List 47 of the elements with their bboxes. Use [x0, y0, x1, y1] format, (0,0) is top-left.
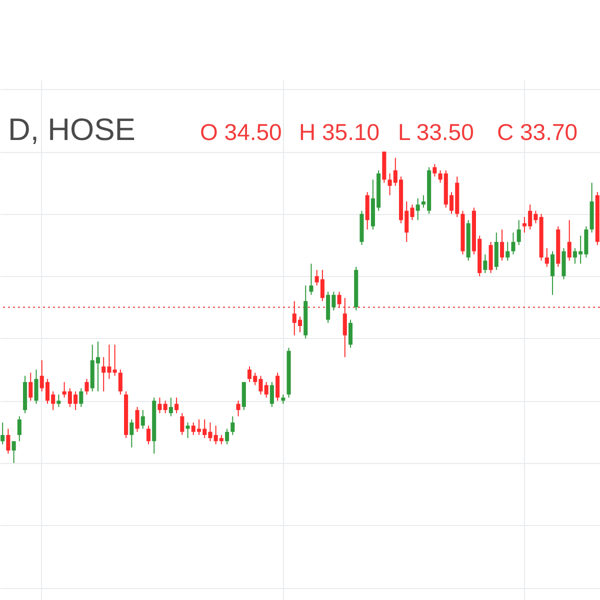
candlestick	[348, 319, 353, 348]
candlestick	[140, 410, 145, 430]
candlestick	[264, 382, 268, 398]
candlestick	[544, 248, 549, 268]
candlestick	[146, 425, 151, 445]
candlestick	[567, 220, 572, 262]
candlestick	[168, 397, 173, 417]
candlestick	[225, 428, 230, 445]
candlestick	[309, 263, 314, 296]
chart-title: D, HOSE	[8, 112, 136, 147]
text: C 33.70	[497, 119, 578, 145]
candlestick	[112, 344, 117, 376]
candlestick	[186, 422, 190, 439]
candlestick	[56, 394, 61, 408]
candlestick	[416, 198, 420, 221]
text: H 35.10	[299, 119, 380, 145]
candlestick	[34, 369, 38, 404]
candlestick	[118, 369, 122, 395]
candlestick	[270, 382, 274, 408]
candlestick	[0, 422, 5, 445]
text: L 33.50	[398, 119, 474, 145]
candlestick	[17, 416, 22, 442]
candlestick	[79, 388, 84, 408]
candlestick	[158, 397, 162, 414]
candlestick	[342, 297, 347, 358]
candlestick	[6, 428, 10, 454]
candlestick	[432, 164, 437, 178]
candlestick	[337, 291, 342, 308]
text: O 34.50	[200, 119, 282, 145]
candlestick	[12, 440, 16, 464]
candlestick	[163, 400, 168, 414]
candlestick	[483, 254, 488, 274]
candlestick	[135, 406, 140, 432]
candlestick	[281, 394, 286, 404]
candlestick	[516, 220, 521, 246]
candlestick	[174, 397, 179, 414]
candlestick	[276, 372, 280, 402]
candlestick	[511, 232, 516, 255]
candlestick	[180, 412, 184, 436]
candlestick	[506, 241, 510, 262]
candlestick	[500, 228, 504, 262]
candlestick	[550, 250, 555, 296]
candlestick	[28, 372, 33, 402]
candlestick	[236, 400, 240, 417]
candlestick	[130, 418, 134, 448]
candlestick	[230, 416, 235, 436]
candlestick	[84, 378, 89, 395]
